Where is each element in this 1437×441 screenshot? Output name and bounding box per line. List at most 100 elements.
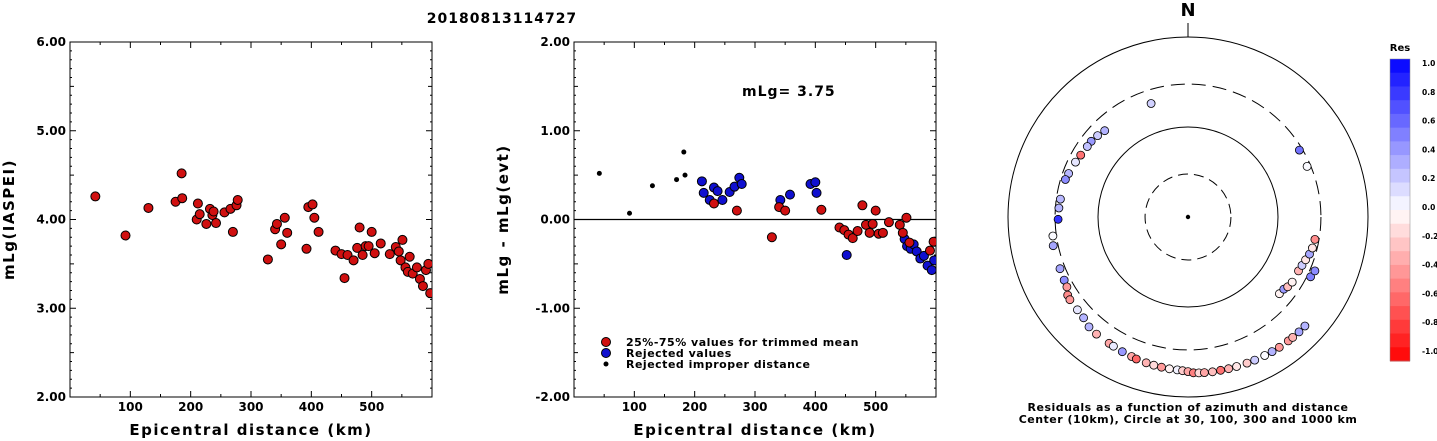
residual-point [1200, 368, 1209, 378]
residual-point [1300, 321, 1310, 331]
accepted-point [731, 205, 742, 216]
colorbar-tick-label: -0.8 [1422, 318, 1437, 327]
data-point [354, 222, 365, 233]
residual-point [1250, 355, 1260, 365]
data-point [404, 251, 415, 262]
x-tick-label: 400 [299, 400, 324, 414]
residual-point [1224, 364, 1233, 374]
residual-point [1073, 305, 1082, 315]
accepted-point [877, 227, 888, 238]
data-points [90, 168, 432, 299]
colorbar-tick-label: -0.4 [1422, 261, 1437, 270]
x-tick-label: 200 [178, 400, 203, 414]
colorbar-segment [1390, 59, 1410, 74]
data-point [208, 206, 219, 217]
residual-point [1076, 150, 1086, 160]
colorbar-segment [1390, 278, 1410, 293]
azimuth-residual-plot: N Residuals as a function of azimuth and … [1007, 0, 1437, 426]
y-tick-label: 5.00 [36, 124, 66, 138]
y-tick-label: 2.00 [540, 35, 570, 49]
rejected-point [810, 177, 821, 188]
rejected-point [926, 265, 936, 276]
data-point [276, 239, 287, 250]
y-axis-label: mLg(IASPEI) [0, 159, 18, 280]
data-points [596, 149, 936, 276]
colorbar-segment [1390, 141, 1410, 156]
residual-point [1295, 145, 1304, 155]
rejected-point [811, 187, 822, 198]
y-tick-label: 1.00 [540, 124, 570, 138]
event-title: 20180813114727 [427, 11, 577, 27]
colorbar-segment [1390, 347, 1410, 362]
colorbar-tick-label: 0.8 [1422, 88, 1435, 97]
residual-point [1157, 362, 1166, 372]
legend-label: Rejected values [626, 347, 732, 360]
y-tick-label: 2.00 [36, 390, 66, 404]
colorbar-segment [1390, 196, 1410, 211]
residual-point [1082, 142, 1092, 151]
data-point [313, 226, 324, 237]
improper-point [682, 172, 688, 178]
residual-point [1294, 327, 1304, 337]
colorbar-tick-label: 0.0 [1422, 203, 1435, 212]
improper-point [596, 170, 602, 176]
colorbar-title: Res [1390, 43, 1410, 54]
data-point [357, 250, 368, 260]
colorbar-segment [1390, 223, 1410, 238]
residual-point [1092, 329, 1101, 339]
colorbar: Res 1.0 0.8 0.6 0.4 0.2 0.0 -0.2 -0.4 -0.6 -0.8 -1.… [1389, 43, 1437, 362]
residual-point [1056, 194, 1065, 204]
x-tick-label: 100 [118, 400, 143, 414]
colorbar-segment [1390, 333, 1410, 348]
residual-point [1100, 126, 1110, 136]
residual-point [1141, 358, 1151, 368]
colorbar-segment [1390, 113, 1410, 129]
accepted-point [870, 205, 881, 216]
residual-point [1216, 365, 1225, 375]
y-tick-label: 6.00 [36, 35, 66, 49]
rejected-point [841, 250, 852, 260]
residual-point [1048, 231, 1058, 241]
residual-point [1055, 264, 1065, 274]
residual-point [1053, 214, 1063, 224]
colorbar-segment [1390, 292, 1410, 307]
residual-point [1071, 157, 1080, 167]
colorbar-tick-label: 0.6 [1422, 117, 1435, 126]
residual-point [1146, 99, 1156, 108]
data-point [143, 202, 154, 213]
colorbar-segment [1390, 182, 1410, 197]
accepted-point [904, 237, 915, 248]
colorbar-segment [1390, 306, 1410, 321]
accepted-point [897, 227, 908, 238]
accepted-point [928, 236, 936, 247]
colorbar-segment [1390, 237, 1410, 252]
residual-point [1260, 351, 1270, 360]
x-tick-label: 200 [682, 400, 707, 414]
data-point [384, 249, 395, 260]
ring-300km [1054, 83, 1322, 351]
accepted-point [867, 218, 878, 229]
data-point [425, 288, 432, 299]
residual-point [1048, 241, 1058, 251]
colorbar-tick-label: 1.0 [1422, 59, 1435, 68]
data-point [120, 230, 131, 241]
residual-point [1287, 277, 1297, 287]
colorbar-tick-label: 0.4 [1422, 145, 1435, 154]
residual-points [1048, 99, 1320, 378]
residual-point [1274, 342, 1284, 352]
data-point [232, 194, 243, 205]
caption-line-1: Residuals as a function of azimuth and d… [1028, 401, 1349, 414]
residual-point [1208, 367, 1217, 377]
data-point [348, 255, 359, 266]
colorbar-segment [1390, 264, 1410, 280]
accepted-point [852, 226, 863, 237]
accepted-point [780, 205, 791, 216]
ring-100km [1097, 126, 1279, 308]
improper-point [674, 177, 680, 183]
improper-point [627, 210, 633, 216]
data-point [309, 212, 320, 223]
data-point [369, 248, 380, 259]
colorbar-tick-label: -0.6 [1422, 289, 1437, 298]
colorbar-segment [1390, 319, 1410, 335]
